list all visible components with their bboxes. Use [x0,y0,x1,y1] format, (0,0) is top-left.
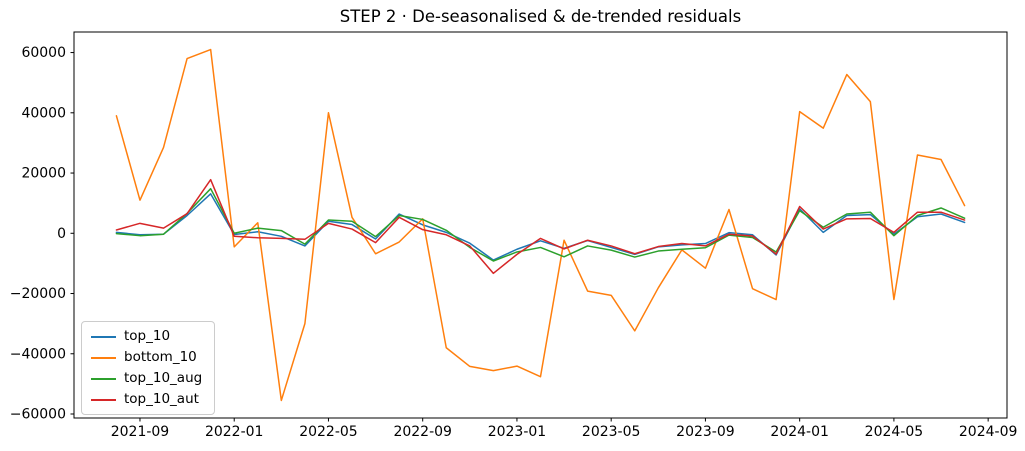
y-tick-label: 20000 [21,166,66,182]
series-line-bottom_10 [115,48,966,402]
legend-label: bottom_10 [124,349,197,365]
legend-line-sample [91,398,116,401]
y-tick-label: −20000 [10,286,66,302]
legend-item-top_10_aut: top_10_aut [91,391,202,408]
x-tick-label: 2022-01 [205,424,264,440]
legend-line-sample [91,335,116,338]
ticks-layer: −60000 −40000 −20000 0 20000 40000 60000 2021-0… [10,45,1018,440]
x-tick-label: 2024-01 [770,424,829,440]
legend-label: top_10 [124,328,171,344]
x-tick-label: 2023-01 [488,424,547,440]
series-line-top_10 [115,193,966,261]
legend-item-top_10: top_10 [91,328,202,345]
plot-border [73,31,1008,419]
legend-line-sample [91,356,116,359]
x-tick-label: 2021-09 [111,424,170,440]
y-tick-label: −60000 [10,407,66,423]
x-tick-label: 2024-09 [959,424,1018,440]
legend: top_10 bottom_10 top_10_aug top_10_aut [81,321,216,415]
x-tick-label: 2023-05 [582,424,641,440]
legend-item-top_10_aug: top_10_aug [91,370,202,387]
chart-title: STEP 2 · De-seasonalised & de-trended re… [340,7,741,26]
legend-label: top_10_aut [124,391,199,407]
series-layer [115,48,966,402]
series-line-top_10_aut [115,178,966,275]
axes-layer [73,31,1008,419]
y-tick-label: 40000 [21,105,66,121]
legend-item-bottom_10: bottom_10 [91,349,202,366]
x-tick-label: 2023-09 [676,424,735,440]
y-tick-label: −40000 [10,346,66,362]
y-tick-label: 0 [57,226,66,242]
x-tick-label: 2022-05 [299,424,358,440]
legend-line-sample [91,377,116,380]
y-tick-label: 60000 [21,45,66,61]
x-tick-label: 2022-09 [393,424,452,440]
x-tick-label: 2024-05 [865,424,924,440]
legend-label: top_10_aug [124,370,203,386]
series-line-top_10_aug [115,187,966,262]
